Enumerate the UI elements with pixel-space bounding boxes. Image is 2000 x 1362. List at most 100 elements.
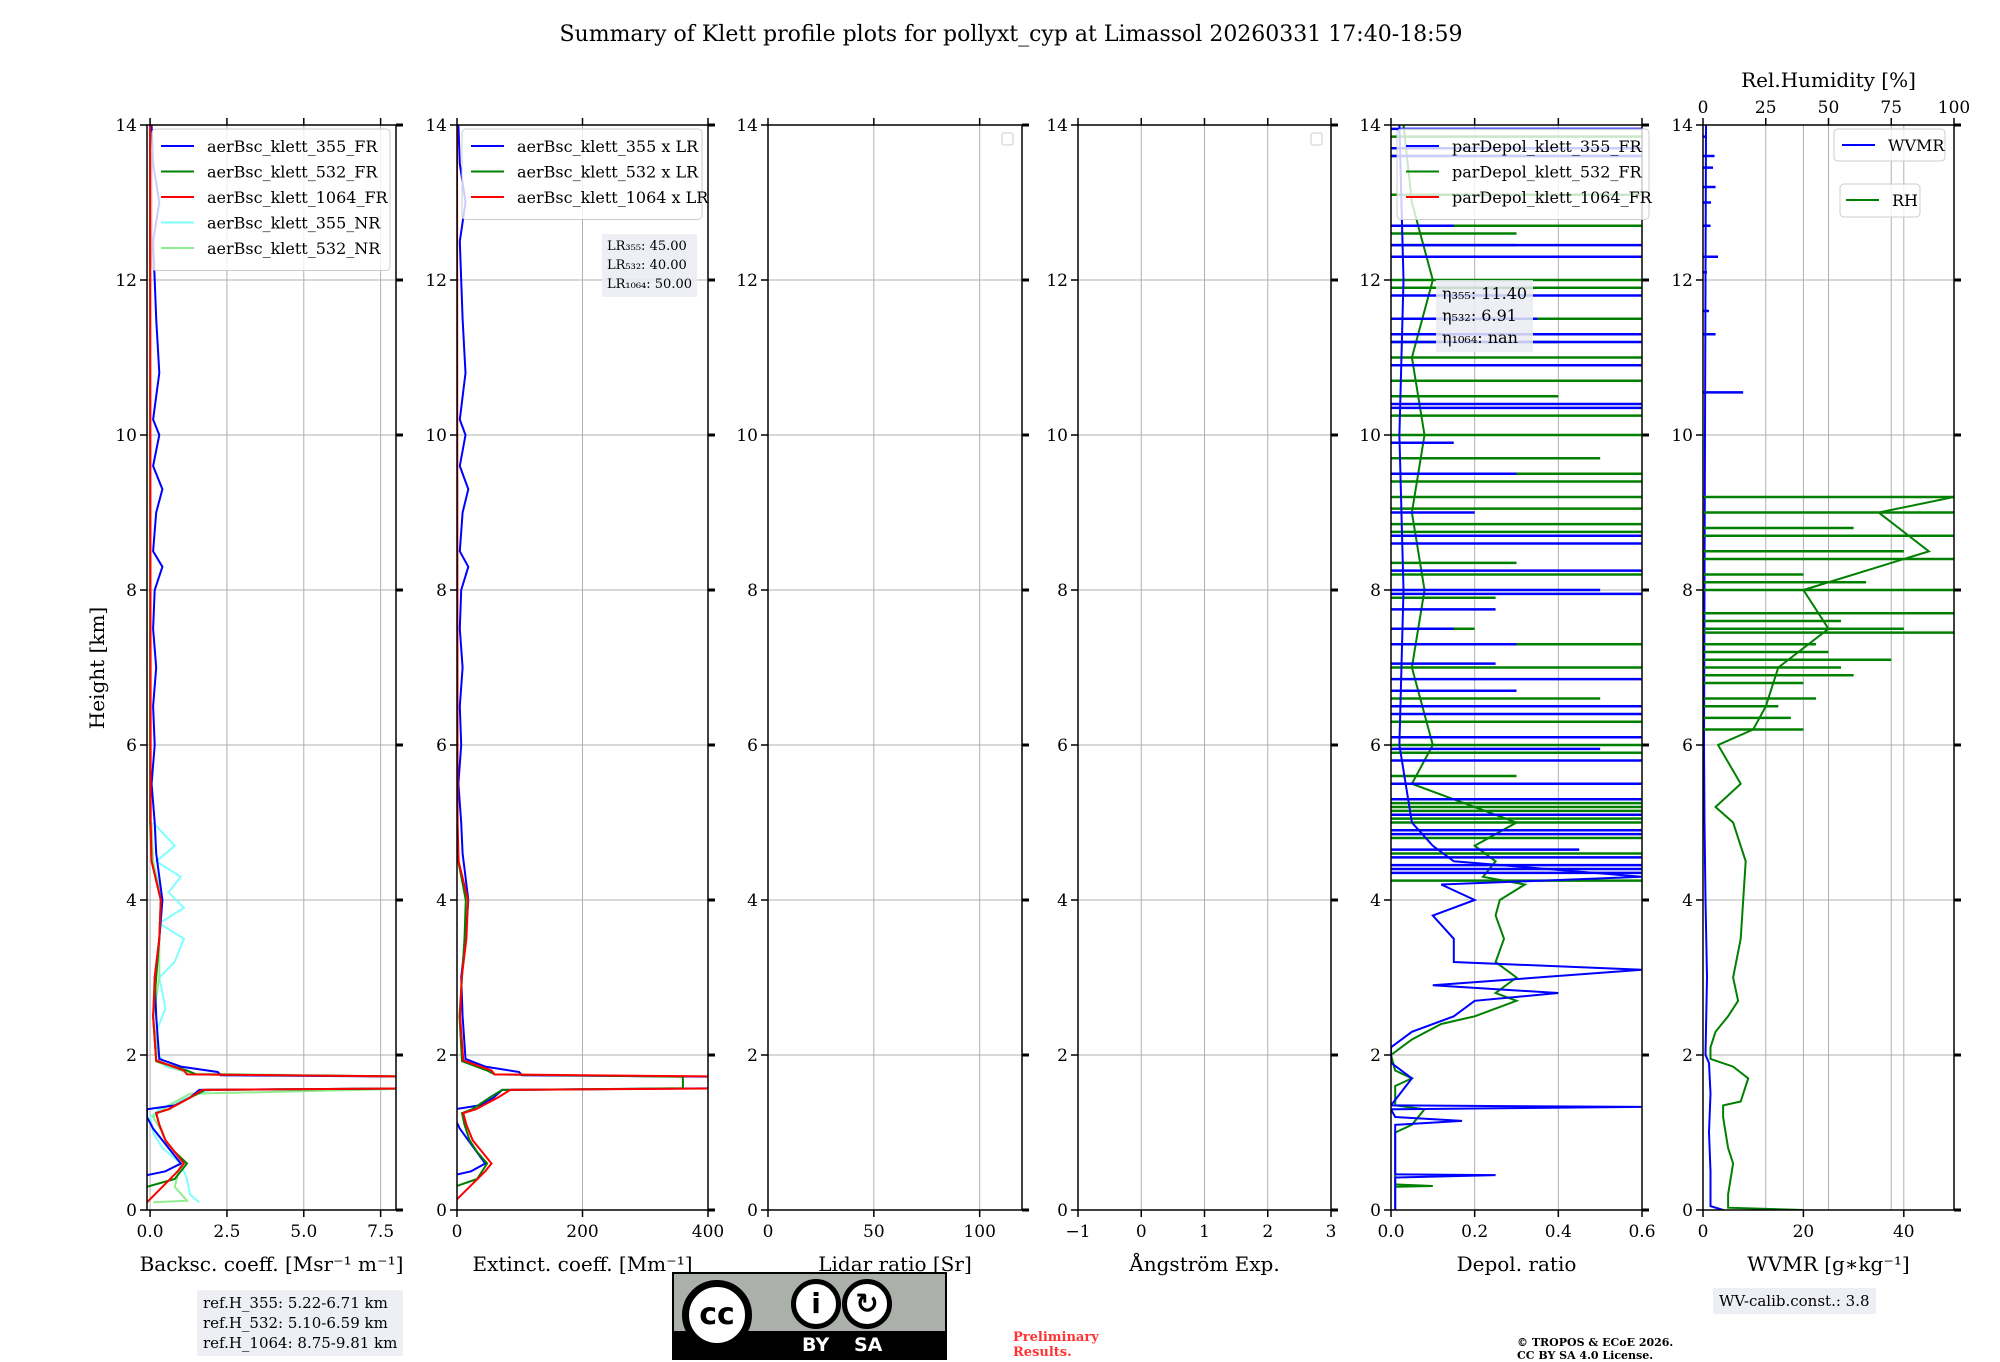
y-tick-label: 2 bbox=[1370, 1046, 1381, 1066]
share-alike-icon: ↻ bbox=[842, 1279, 892, 1329]
ref-height-532: ref.H_532: 5.10-6.59 km bbox=[203, 1314, 388, 1332]
x-axis-label: Depol. ratio bbox=[1457, 1252, 1577, 1276]
y-tick-label: 10 bbox=[736, 426, 758, 446]
wv-calibration-box: WV-calib.const.: 3.8 bbox=[1713, 1288, 1876, 1314]
y-tick-label: 6 bbox=[1370, 736, 1381, 756]
x-tick-label: 0.0 bbox=[1377, 1222, 1404, 1242]
legend-label: RH bbox=[1892, 191, 1918, 210]
x-tick-label: 20 bbox=[1793, 1222, 1815, 1242]
y-tick-label: 6 bbox=[1682, 736, 1693, 756]
x-axis-label: WVMR [g∗kg⁻¹] bbox=[1747, 1252, 1909, 1276]
empty-legend bbox=[1001, 132, 1014, 146]
y-tick-label: 2 bbox=[436, 1046, 447, 1066]
y-tick-label: 10 bbox=[425, 426, 447, 446]
y-tick-label: 4 bbox=[436, 891, 447, 911]
series-aerBsc_klett_355 x LR bbox=[457, 125, 708, 1176]
lr-355: LR₃₅₅: 45.00 bbox=[607, 239, 687, 254]
x-tick-label: 40 bbox=[1893, 1222, 1915, 1242]
panel-depol: 0 2 4 6 8 10 12 14 0.0 0.2 0.4 0.6 Depol. ratio parDe… bbox=[1359, 116, 1655, 1276]
y-tick-label: 0 bbox=[1370, 1201, 1381, 1221]
x-tick-label: 3 bbox=[1326, 1222, 1337, 1242]
series-group bbox=[1391, 125, 1642, 1210]
legend-label: aerBsc_klett_1064_FR bbox=[207, 188, 389, 207]
y-tick-label: 2 bbox=[126, 1046, 137, 1066]
y-tick-label: 0 bbox=[126, 1201, 137, 1221]
x-tick-label: 0 bbox=[1136, 1222, 1147, 1242]
x-tick-label: 200 bbox=[566, 1222, 598, 1242]
legend-label: parDepol_klett_532_FR bbox=[1452, 163, 1643, 182]
x-tick-label: 2 bbox=[1262, 1222, 1273, 1242]
copyright-note: © TROPOS & ECoE 2026. CC BY SA 4.0 Licen… bbox=[1517, 1336, 1673, 1362]
y-tick-label: 10 bbox=[1359, 426, 1381, 446]
y-axis-label: Height [km] bbox=[85, 606, 109, 730]
eta-355: η₃₅₅: 11.40 bbox=[1442, 284, 1528, 303]
panel-backscatter: 0 2 4 6 8 10 12 14 0.0 2.5 5.0 7.5 Backsc. coeff. [M… bbox=[115, 116, 404, 1276]
y-tick-label: 8 bbox=[1682, 581, 1693, 601]
cc-icon: cc bbox=[682, 1280, 752, 1350]
x-tick-label: 0 bbox=[452, 1222, 463, 1242]
empty-legend bbox=[1310, 132, 1323, 146]
x-tick-label: 1 bbox=[1199, 1222, 1210, 1242]
x-tick-label: 0.6 bbox=[1628, 1222, 1655, 1242]
y-tick-label: 4 bbox=[1370, 891, 1381, 911]
ref-height-355: ref.H_355: 5.22-6.71 km bbox=[203, 1294, 388, 1312]
y-tick-label: 10 bbox=[115, 426, 137, 446]
x-tick-label: 0 bbox=[1698, 1222, 1709, 1242]
y-tick-label: 8 bbox=[747, 581, 758, 601]
series-aerBsc_klett_355_FR bbox=[147, 125, 396, 1177]
series-group bbox=[457, 125, 708, 1201]
y-tick-label: 0 bbox=[747, 1201, 758, 1221]
y-tick-label: 10 bbox=[1046, 426, 1068, 446]
reference-heights-box: ref.H_355: 5.22-6.71 km ref.H_532: 5.10-… bbox=[197, 1290, 404, 1356]
lr-532: LR₅₃₂: 40.00 bbox=[607, 258, 687, 273]
license-sa-label: SA bbox=[854, 1334, 883, 1356]
legend-label: WVMR bbox=[1888, 136, 1945, 155]
axes-frame bbox=[767, 124, 1023, 1211]
y-tick-label: 2 bbox=[747, 1046, 758, 1066]
x-axis-label: Extinct. coeff. [Mm⁻¹] bbox=[472, 1252, 692, 1276]
y-tick-label: 14 bbox=[425, 116, 447, 136]
legend-label: parDepol_klett_1064_FR bbox=[1452, 188, 1653, 207]
y-tick-label: 2 bbox=[1057, 1046, 1068, 1066]
y-tick-label: 14 bbox=[115, 116, 137, 136]
x-tick-label: 50 bbox=[863, 1222, 885, 1242]
series-aerBsc_klett_1064 x LR bbox=[457, 125, 708, 1201]
y-tick-label: 12 bbox=[1359, 271, 1381, 291]
y-tick-label: 0 bbox=[1682, 1201, 1693, 1221]
y-tick-label: 6 bbox=[436, 736, 447, 756]
legend-label: aerBsc_klett_355_FR bbox=[207, 137, 378, 156]
y-tick-label: 12 bbox=[736, 271, 758, 291]
y-tick-label: 6 bbox=[747, 736, 758, 756]
series-RH bbox=[1709, 496, 1954, 1210]
eta-532: η₅₃₂: 6.91 bbox=[1442, 306, 1517, 325]
preliminary-results-note: Preliminary Results. bbox=[1013, 1330, 1099, 1360]
ref-height-1064: ref.H_1064: 8.75-9.81 km bbox=[203, 1334, 398, 1352]
x-tick-label: 0.2 bbox=[1461, 1222, 1488, 1242]
preliminary-line-2: Results. bbox=[1013, 1345, 1072, 1360]
y-tick-label: 8 bbox=[436, 581, 447, 601]
y-tick-label: 6 bbox=[126, 736, 137, 756]
legend-label: aerBsc_klett_532_NR bbox=[207, 239, 381, 258]
y-tick-label: 14 bbox=[1046, 116, 1068, 136]
series-aerBsc_klett_532_NR bbox=[150, 822, 396, 1204]
x-axis-label: Backsc. coeff. [Msr⁻¹ m⁻¹] bbox=[140, 1252, 404, 1276]
x-tick-label: 5.0 bbox=[290, 1222, 317, 1242]
axes-frame bbox=[146, 124, 397, 1211]
x-tick-label: 2.5 bbox=[213, 1222, 240, 1242]
y-tick-label: 14 bbox=[1671, 116, 1693, 136]
lr-1064: LR₁₀₆₄: 50.00 bbox=[607, 277, 692, 292]
x-tick-label: 7.5 bbox=[367, 1222, 394, 1242]
legend-label: aerBsc_klett_532_FR bbox=[207, 163, 378, 182]
y-tick-label: 14 bbox=[736, 116, 758, 136]
y-tick-label: 0 bbox=[436, 1201, 447, 1221]
y-tick-label: 14 bbox=[1359, 116, 1381, 136]
series-group bbox=[147, 125, 396, 1204]
cc-by-sa-license-logo: cc i ↻ BY SA bbox=[672, 1272, 947, 1360]
rh-tick-label: 0 bbox=[1698, 98, 1709, 118]
rh-tick-label: 75 bbox=[1880, 98, 1902, 118]
y-tick-label: 8 bbox=[1057, 581, 1068, 601]
series-group bbox=[1703, 125, 1954, 1210]
x-tick-label: 0.0 bbox=[137, 1222, 164, 1242]
